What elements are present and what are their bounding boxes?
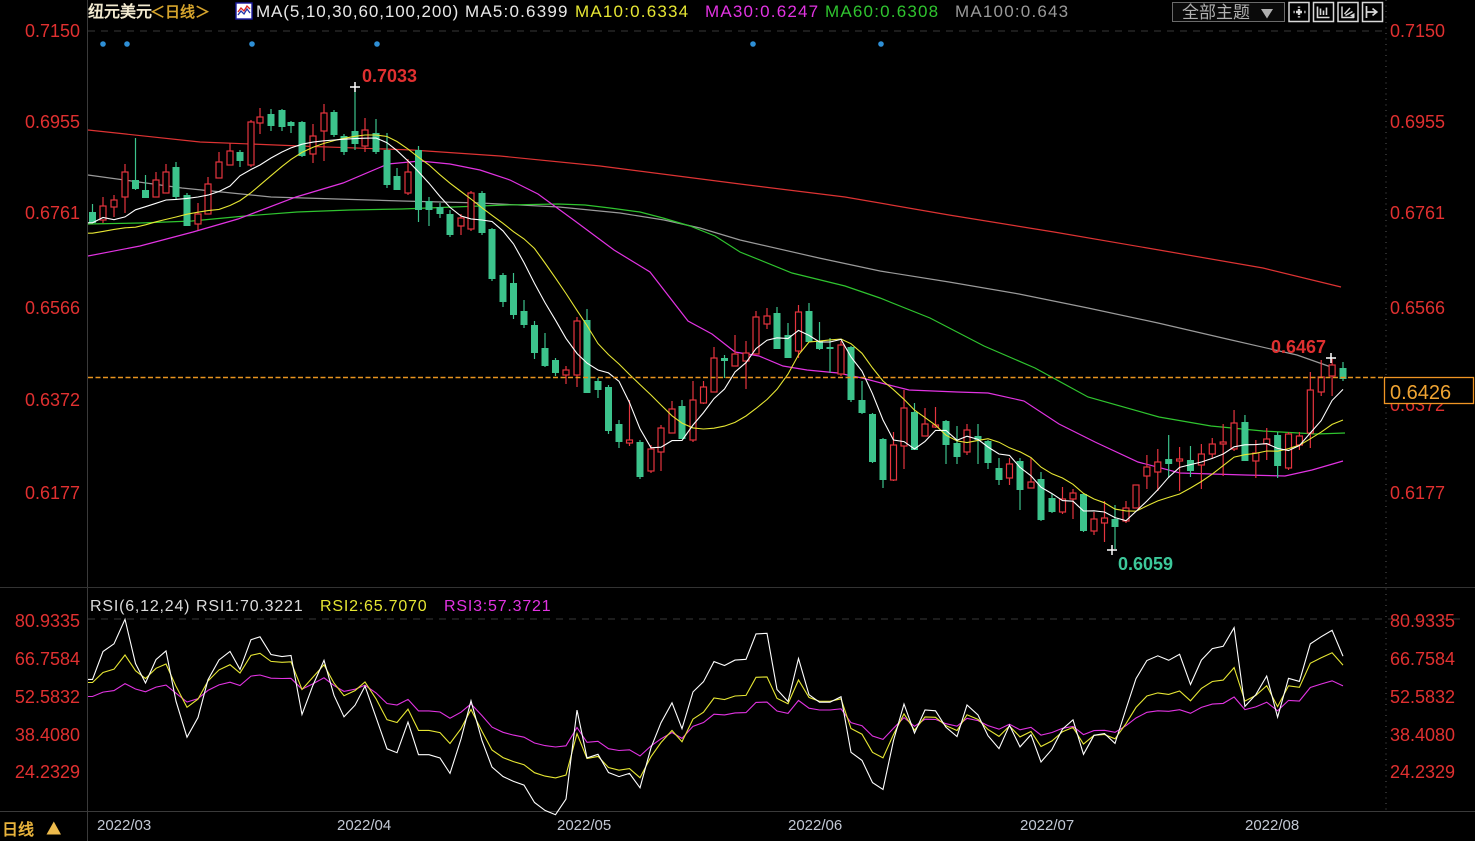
svg-text:0.7150: 0.7150: [1390, 21, 1445, 41]
svg-text:80.9335: 80.9335: [15, 611, 80, 631]
svg-text:0.6566: 0.6566: [1390, 298, 1445, 318]
svg-text:全部主题: 全部主题: [1182, 3, 1250, 22]
svg-text:24.2329: 24.2329: [15, 762, 80, 782]
svg-text:＜日线＞: ＜日线＞: [150, 3, 210, 21]
svg-text:0.7033: 0.7033: [362, 66, 417, 86]
svg-text:2022/07: 2022/07: [1020, 817, 1074, 834]
svg-text:52.5832: 52.5832: [1390, 687, 1455, 707]
svg-text:纽元美元: 纽元美元: [88, 2, 152, 21]
svg-text:0.6761: 0.6761: [1390, 203, 1445, 223]
svg-text:2022/08: 2022/08: [1245, 817, 1299, 834]
svg-text:MA(5,10,30,60,100,200): MA(5,10,30,60,100,200): [256, 2, 459, 21]
svg-text:66.7584: 66.7584: [15, 649, 80, 669]
svg-text:0.7150: 0.7150: [25, 21, 80, 41]
svg-text:0.6426: 0.6426: [1390, 382, 1451, 404]
svg-text:24.2329: 24.2329: [1390, 762, 1455, 782]
svg-text:0.6761: 0.6761: [25, 203, 80, 223]
svg-text:MA60:0.6308: MA60:0.6308: [825, 2, 939, 21]
svg-text:MA100:0.643: MA100:0.643: [955, 2, 1069, 21]
svg-text:RSI3:57.3721: RSI3:57.3721: [444, 598, 551, 615]
svg-text:80.9335: 80.9335: [1390, 611, 1455, 631]
svg-text:日线: 日线: [2, 820, 34, 839]
svg-text:2022/03: 2022/03: [97, 817, 151, 834]
svg-text:2022/04: 2022/04: [337, 817, 391, 834]
svg-text:0.6467: 0.6467: [1271, 337, 1326, 357]
svg-text:MA5:0.6399: MA5:0.6399: [465, 2, 569, 21]
svg-text:0.6955: 0.6955: [25, 112, 80, 132]
svg-text:RSI1:70.3221: RSI1:70.3221: [196, 598, 303, 615]
svg-text:RSI(6,12,24): RSI(6,12,24): [90, 598, 190, 615]
svg-text:52.5832: 52.5832: [15, 687, 80, 707]
svg-text:0.6177: 0.6177: [1390, 483, 1445, 503]
svg-text:MA10:0.6334: MA10:0.6334: [575, 2, 689, 21]
svg-text:38.4080: 38.4080: [1390, 725, 1455, 745]
svg-text:2022/05: 2022/05: [557, 817, 611, 834]
svg-text:RSI2:65.7070: RSI2:65.7070: [320, 598, 427, 615]
svg-text:MA30:0.6247: MA30:0.6247: [705, 2, 819, 21]
svg-text:0.6566: 0.6566: [25, 298, 80, 318]
svg-text:38.4080: 38.4080: [15, 725, 80, 745]
svg-text:0.6177: 0.6177: [25, 483, 80, 503]
svg-text:0.6372: 0.6372: [25, 390, 80, 410]
svg-text:0.6955: 0.6955: [1390, 112, 1445, 132]
svg-text:66.7584: 66.7584: [1390, 649, 1455, 669]
svg-text:0.6059: 0.6059: [1118, 554, 1173, 574]
svg-text:2022/06: 2022/06: [788, 817, 842, 834]
